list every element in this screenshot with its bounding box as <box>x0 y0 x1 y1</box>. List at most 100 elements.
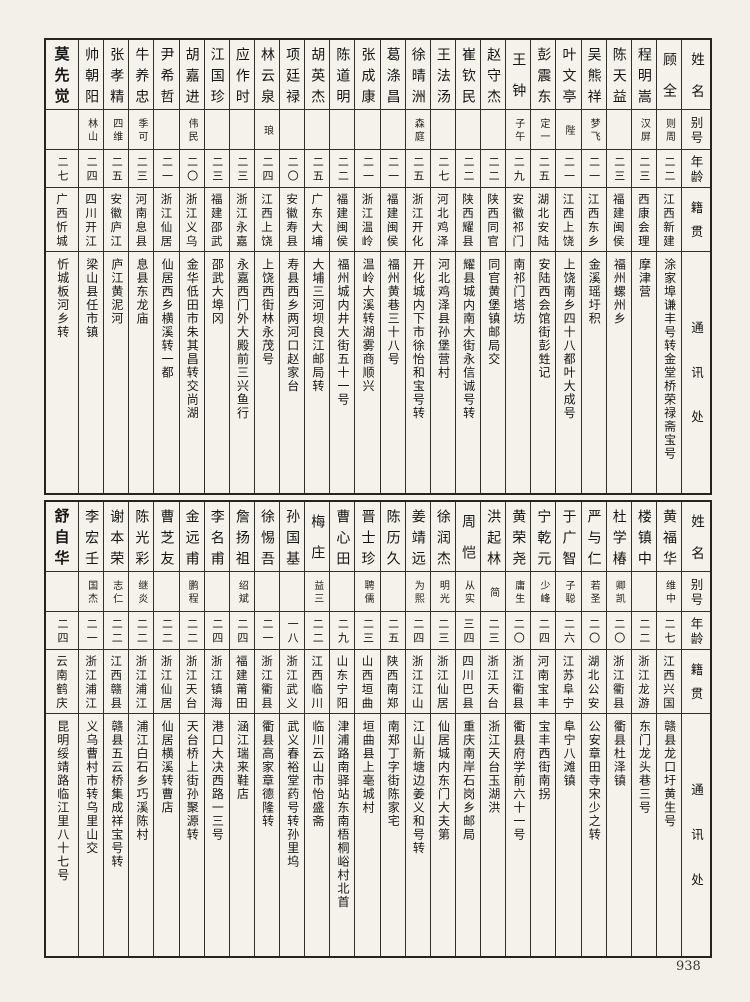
entry-origin: 广东大埔 <box>305 188 330 252</box>
entry-name: 宁乾元 <box>531 502 556 572</box>
entry-origin: 四川开江 <box>79 188 104 252</box>
entry-contact: 南祁门塔坊 <box>511 258 526 326</box>
entry-origin: 浙江仙居 <box>154 188 179 252</box>
directory-entry: 陈光彩继炎二二浙江浦江浦江白石乡巧溪陈村 <box>128 502 154 956</box>
entry-contact: 浙江天台玉湖洪 <box>486 720 501 815</box>
entry-origin: 浙江江山 <box>405 650 430 714</box>
page-number: 938 <box>676 959 701 974</box>
entry-name: 徐惕吾 <box>254 502 279 572</box>
entry-name: 严与仁 <box>581 502 606 572</box>
entry-origin: 浙江开化 <box>405 188 430 252</box>
entry-age: 二一 <box>79 612 104 650</box>
entry-name: 江国珍 <box>204 40 229 110</box>
entry-alias: 国杰 <box>79 572 104 612</box>
entry-name: 应作时 <box>229 40 254 110</box>
directory-table-bottom: 姓名 别号 年龄 籍贯 通讯处 黄福华维中二七江西兴国赣县龙口圩黄生号楼镇中二二… <box>44 500 712 958</box>
directory-entry: 林云泉琅二四江西上饶上饶西街林永茂号 <box>253 40 279 493</box>
entry-alias <box>280 110 305 150</box>
entry-age: 二五 <box>380 612 405 650</box>
entry-origin: 福建闽侯 <box>380 188 405 252</box>
entry-origin: 山东宁阳 <box>330 650 355 714</box>
entry-name: 赵守杰 <box>481 40 506 110</box>
entry-alias: 绍斌 <box>229 572 254 612</box>
header-contact: 通讯处 <box>689 783 704 887</box>
entry-alias: 四维 <box>104 110 129 150</box>
entry-alias: 若圣 <box>581 572 606 612</box>
entry-name: 胡嘉进 <box>179 40 204 110</box>
directory-entry: 牛养忠季可二三河南息县息县东龙庙 <box>128 40 154 493</box>
entry-origin: 陕西耀县 <box>455 188 480 252</box>
entry-age: 二〇 <box>606 612 631 650</box>
entry-name: 徐润杰 <box>430 502 455 572</box>
entry-contact: 公安章田寺宋少之转 <box>587 720 602 842</box>
entry-alias: 陛 <box>556 110 581 150</box>
directory-entry: 詹扬祖绍斌二四福建莆田涵江瑞来鞋店 <box>228 502 254 956</box>
directory-entry: 吴熊祥梦飞二一江西东乡金溪瑶圩积 <box>580 40 606 493</box>
entry-contact: 天台桥上街孙聚源转 <box>185 720 200 842</box>
directory-entry: 赵守杰二二陕西同官同官黄堡镇邮局交 <box>480 40 506 493</box>
entry-age: 二九 <box>506 150 531 188</box>
entry-contact: 垣曲县上亳城村 <box>361 720 376 815</box>
directory-entry: 梅庄益三二二江西临川临川云山市怡盛斋 <box>304 502 330 956</box>
directory-entry: 项廷禄二〇安徽寿县寿县西乡两河口赵家台 <box>279 40 305 493</box>
entry-name: 徐晴洲 <box>405 40 430 110</box>
entry-alias: 伟民 <box>179 110 204 150</box>
entry-alias: 益三 <box>305 572 330 612</box>
entry-name: 帅朝阳 <box>79 40 104 110</box>
entry-contact: 摩津营 <box>637 258 652 299</box>
directory-entry: 陈道明二二福建闽侯福州城内井大街五十一号 <box>329 40 355 493</box>
entry-alias <box>606 110 631 150</box>
entry-origin: 江西新建 <box>656 188 681 252</box>
entry-contact: 寿县西乡两河口赵家台 <box>285 258 300 393</box>
entry-contact: 昆明绥靖路临江里八十七号 <box>55 720 70 882</box>
entry-contact: 赣县龙口圩黄生号 <box>662 720 677 828</box>
entry-age: 二五 <box>104 150 129 188</box>
entry-origin: 四川巴县 <box>455 650 480 714</box>
entry-age: 二六 <box>556 612 581 650</box>
entry-alias <box>280 572 305 612</box>
entry-alias <box>229 110 254 150</box>
entry-contact: 福州城内井大街五十一号 <box>336 258 351 407</box>
entry-name: 葛涤昌 <box>380 40 405 110</box>
entry-name: 孙国基 <box>280 502 305 572</box>
entry-name: 项廷禄 <box>280 40 305 110</box>
entry-alias <box>481 110 506 150</box>
directory-entry: 王钟子午二九安徽祁门南祁门塔坊 <box>505 40 531 493</box>
entry-name: 尹希哲 <box>154 40 179 110</box>
directory-entry: 陈天益二三福建闽侯福州螺州乡 <box>605 40 631 493</box>
entry-contact: 涂家埠谦丰号转金堂桥荣禄斋宝号 <box>662 258 677 461</box>
entry-contact: 涵江瑞来鞋店 <box>235 720 250 801</box>
entry-name: 晋士珍 <box>355 502 380 572</box>
entry-age: 二四 <box>229 612 254 650</box>
entry-name: 梅庄 <box>305 502 330 572</box>
entry-name: 莫先觉 <box>46 40 78 110</box>
entry-alias: 简 <box>481 572 506 612</box>
entry-contact: 港口大决西路一三号 <box>210 720 225 842</box>
entry-contact: 忻城板河乡转 <box>55 258 70 339</box>
entry-contact: 仙居城内东门大夫第 <box>436 720 451 842</box>
directory-entry: 晋士珍聘儒二三山西垣曲垣曲县上亳城村 <box>354 502 380 956</box>
entry-name: 于广智 <box>556 502 581 572</box>
entry-alias: 志仁 <box>104 572 129 612</box>
entry-origin: 西康会理 <box>631 188 656 252</box>
header-name: 姓名 <box>682 40 710 110</box>
entry-name: 张成康 <box>355 40 380 110</box>
entry-age: 二九 <box>330 612 355 650</box>
entry-contact: 阜宁八滩镇 <box>562 720 577 788</box>
entry-name: 杜学椿 <box>606 502 631 572</box>
entry-age: 二三 <box>355 612 380 650</box>
entry-name: 牛养忠 <box>129 40 154 110</box>
entry-contact: 永嘉西门外大殿前三兴鱼行 <box>235 258 250 420</box>
entry-age: 二七 <box>656 612 681 650</box>
entry-contact: 同官黄堡镇邮局交 <box>486 258 501 366</box>
entry-name: 陈道明 <box>330 40 355 110</box>
entry-origin: 江苏阜宁 <box>556 650 581 714</box>
entry-age: 一八 <box>280 612 305 650</box>
entry-origin: 浙江衢县 <box>254 650 279 714</box>
entry-name: 彭震东 <box>531 40 556 110</box>
entry-contact: 大埔三河坝良江邮局转 <box>310 258 325 393</box>
directory-entry: 黄荣尧庸生二〇浙江衢县衢县府学前六十一号 <box>505 502 531 956</box>
entry-name: 黄荣尧 <box>506 502 531 572</box>
entry-age: 二二 <box>631 612 656 650</box>
directory-entry: 周恺从实三四四川巴县重庆南岸石岗乡邮局 <box>454 502 480 956</box>
